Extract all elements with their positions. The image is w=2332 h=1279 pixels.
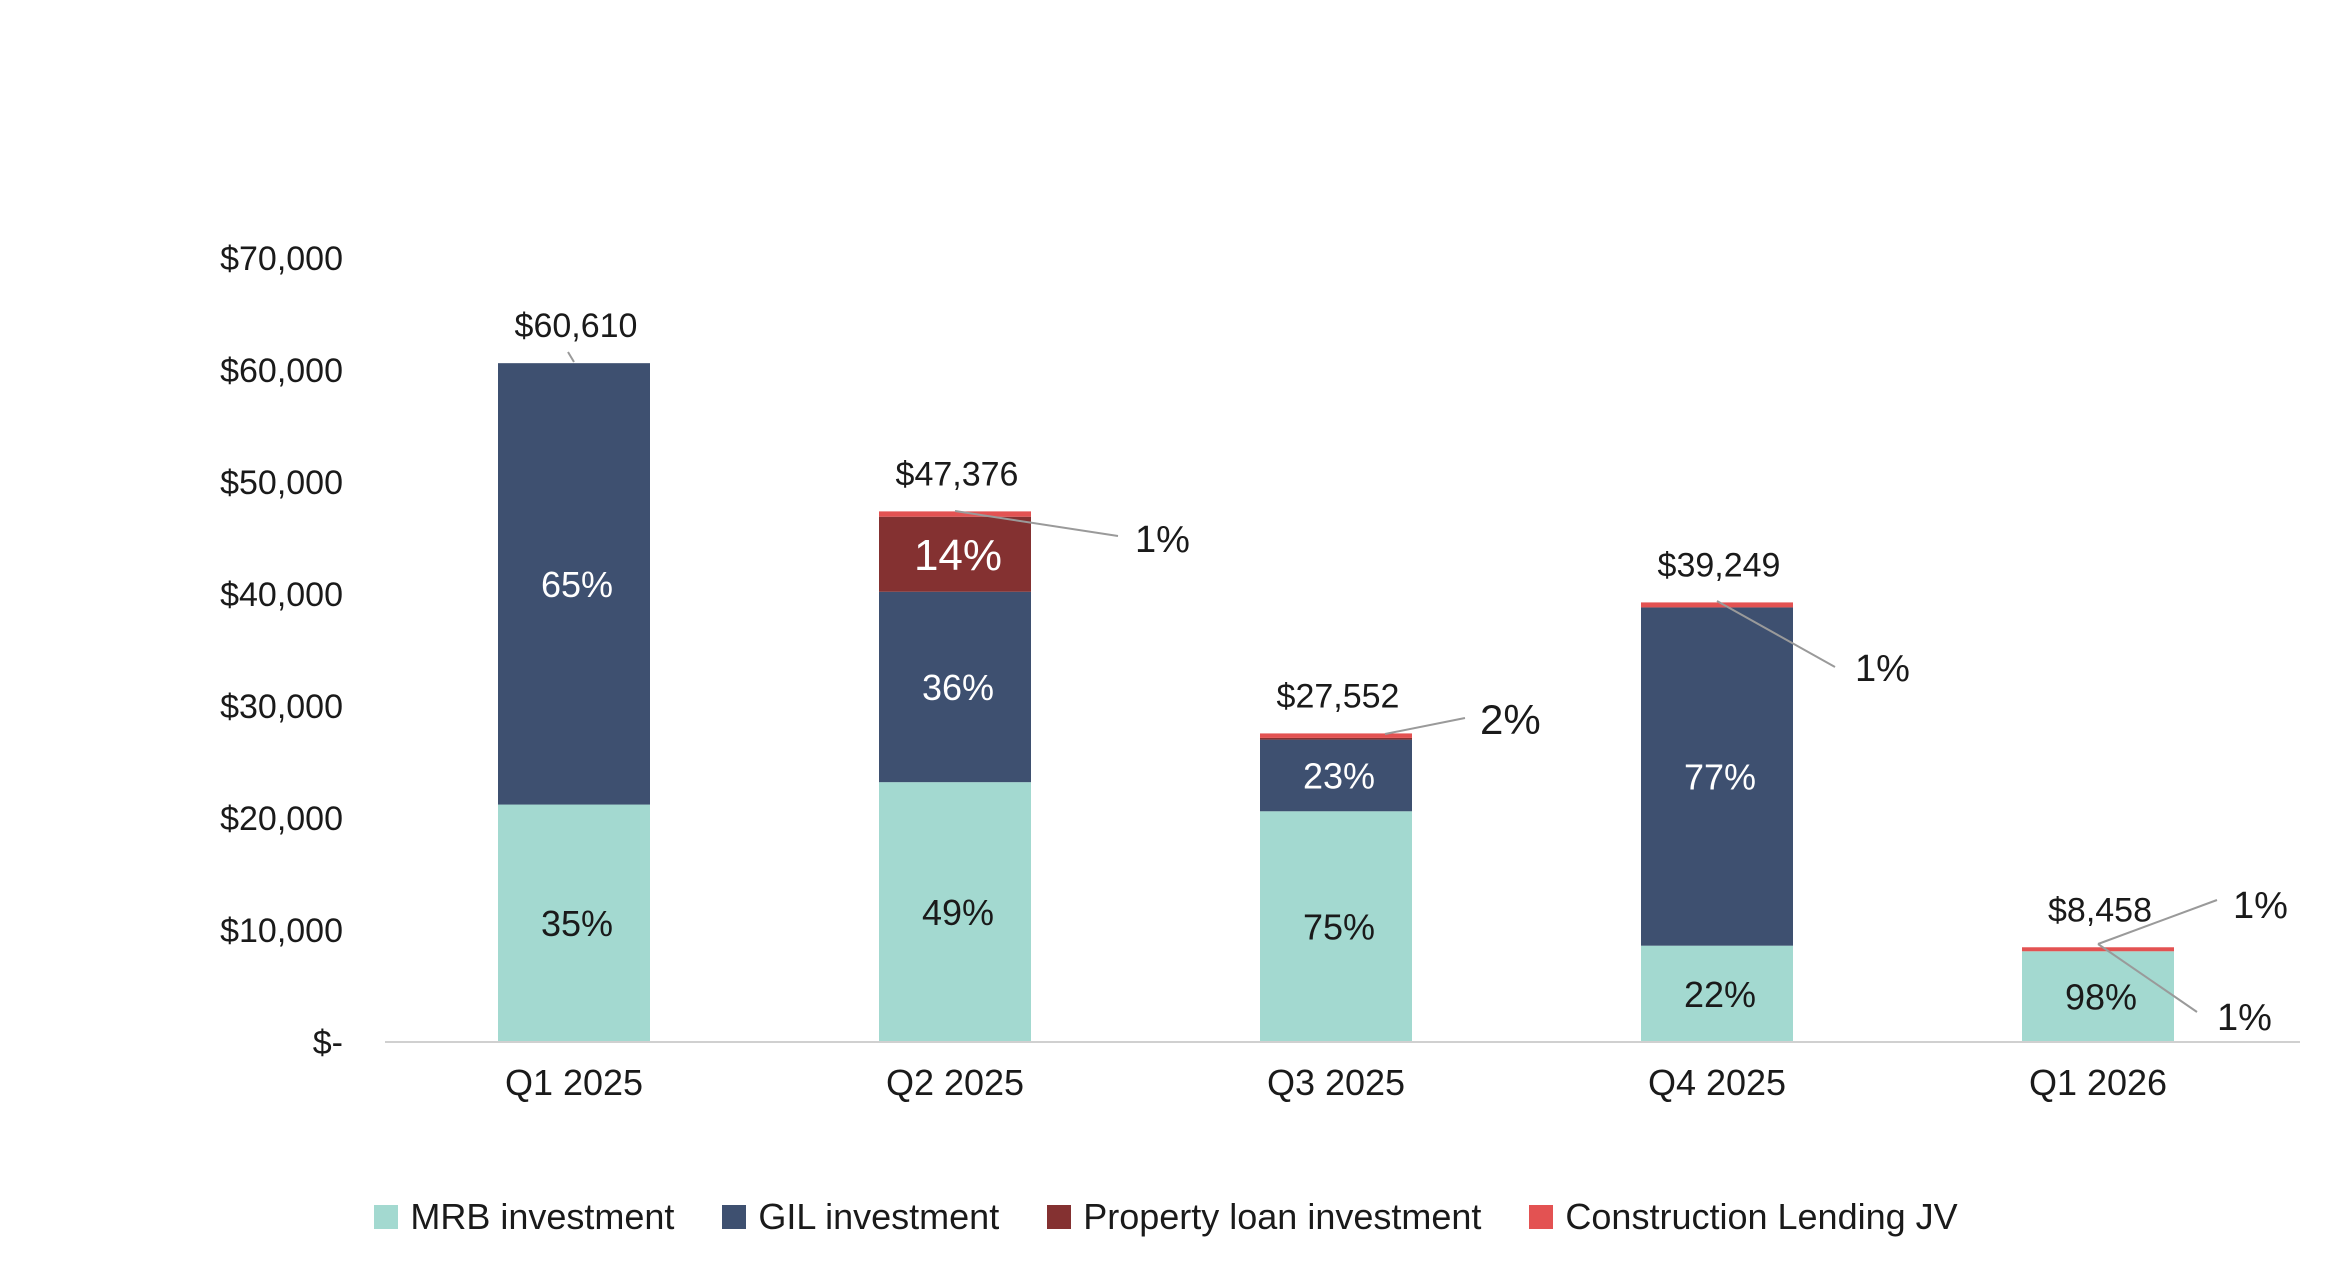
segment-label: 65% — [541, 564, 613, 605]
legend-swatch — [374, 1205, 399, 1229]
total-label: $27,552 — [1277, 677, 1400, 715]
bars — [498, 363, 2174, 1042]
total-label: $39,249 — [1658, 546, 1781, 584]
bar-segment — [1641, 607, 1793, 946]
segment-label: 23% — [1303, 755, 1375, 796]
y-tick-label: $20,000 — [220, 800, 343, 838]
bar-segment — [879, 516, 1031, 592]
legend: MRB investment GIL investment Property loa… — [0, 1196, 2332, 1238]
x-tick-label: Q1 2025 — [505, 1062, 643, 1103]
callout-leader-line — [954, 510, 1119, 537]
callout-label: 1% — [2233, 885, 2288, 927]
callout-label: 1% — [1855, 648, 1910, 690]
segment-label: 35% — [541, 903, 613, 944]
legend-item: MRB investment — [374, 1196, 674, 1238]
segment-label: 14% — [914, 531, 1002, 580]
segment-label: 98% — [2065, 977, 2137, 1018]
bar-segment — [1641, 602, 1793, 608]
bar-segment — [498, 363, 650, 805]
bar-segment — [1641, 945, 1793, 1042]
y-axis: $- $10,000 $20,000 $30,000 $40,000 $50,000 $60… — [220, 240, 343, 1062]
bar-segment — [1260, 739, 1412, 812]
legend-item: GIL investment — [722, 1196, 999, 1238]
legend-label: Property loan investment — [1083, 1196, 1482, 1237]
bar-segment — [879, 591, 1031, 783]
bar-segment — [2022, 947, 2174, 952]
bar-segment — [2022, 951, 2174, 1042]
legend-item: Property loan investment — [1047, 1196, 1481, 1238]
callouts: 1% 2% 1% 1% 1% — [567, 351, 2288, 1039]
y-tick-label: $60,000 — [220, 352, 343, 390]
data-labels: 35% 65% $60,610 49% 36% 14% $47,376 75% 23% $27,5… — [515, 307, 2152, 1017]
segment-label: 77% — [1684, 757, 1756, 798]
legend-item: Construction Lending JV — [1529, 1196, 1958, 1238]
x-tick-label: Q1 2026 — [2029, 1062, 2167, 1103]
bar-segment — [1260, 733, 1412, 738]
y-tick-label: $- — [313, 1024, 343, 1062]
y-tick-label: $70,000 — [220, 240, 343, 278]
y-tick-label: $10,000 — [220, 912, 343, 950]
leader-line — [567, 351, 575, 363]
legend-label: MRB investment — [410, 1196, 675, 1237]
segment-label: 36% — [922, 667, 994, 708]
callout-leader-line — [2097, 899, 2218, 945]
x-tick-label: Q2 2025 — [886, 1062, 1024, 1103]
bar-segment — [1260, 737, 1412, 740]
bar-segment — [879, 511, 1031, 517]
segment-label: 75% — [1303, 907, 1375, 948]
legend-label: Construction Lending JV — [1565, 1196, 1958, 1237]
total-label: $47,376 — [896, 455, 1019, 493]
total-label: $8,458 — [2048, 891, 2152, 929]
callout-label: 1% — [1135, 519, 1190, 561]
legend-swatch — [1047, 1205, 1072, 1229]
segment-label: 49% — [922, 892, 994, 933]
y-tick-label: $30,000 — [220, 688, 343, 726]
y-tick-label: $40,000 — [220, 576, 343, 614]
callout-label: 1% — [2217, 997, 2272, 1039]
legend-swatch — [1529, 1205, 1554, 1229]
x-tick-label: Q4 2025 — [1648, 1062, 1786, 1103]
y-tick-label: $50,000 — [220, 464, 343, 502]
x-tick-label: Q3 2025 — [1267, 1062, 1405, 1103]
legend-swatch — [722, 1205, 747, 1229]
callout-label: 2% — [1480, 696, 1541, 743]
callout-leader-line — [1384, 717, 1466, 735]
callout-leader-line — [1716, 600, 1836, 668]
segment-label: 22% — [1684, 974, 1756, 1015]
total-label: $60,610 — [515, 307, 638, 345]
bar-segment — [879, 782, 1031, 1042]
bar-segment — [1260, 811, 1412, 1042]
legend-label: GIL investment — [758, 1196, 1000, 1237]
bar-segment — [498, 804, 650, 1042]
callout-leader-line — [2097, 943, 2198, 1013]
x-axis: Q1 2025 Q2 2025 Q3 2025 Q4 2025 Q1 2026 — [505, 1062, 2167, 1103]
